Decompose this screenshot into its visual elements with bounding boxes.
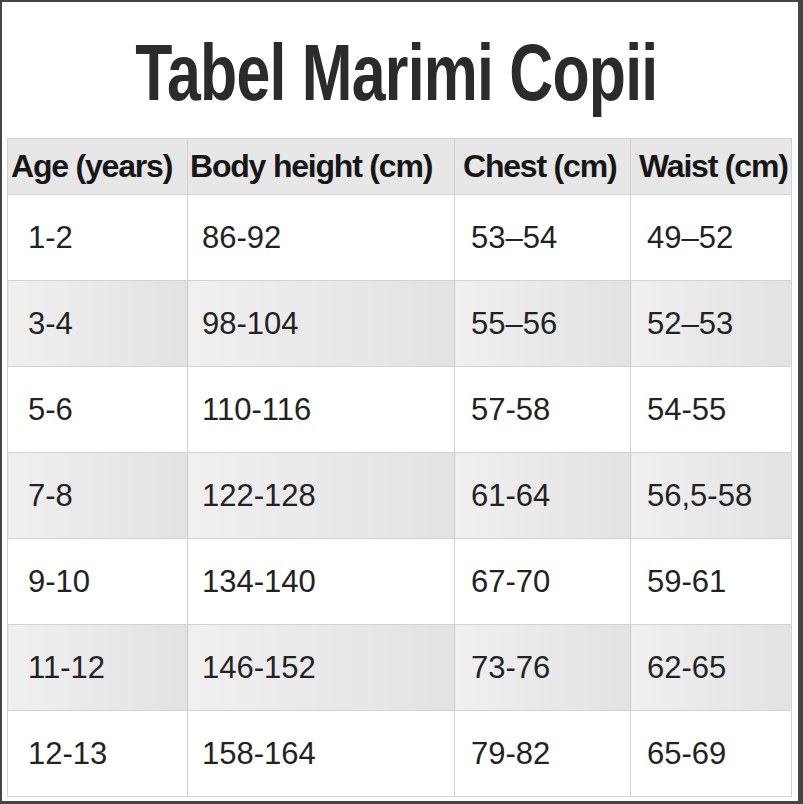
page-title: Tabel Marimi Copii <box>136 27 658 113</box>
cell-chest: 55–56 <box>455 281 631 367</box>
cell-waist: 59-61 <box>631 539 792 625</box>
cell-age: 12-13 <box>8 711 188 797</box>
cell-age: 7-8 <box>8 453 188 539</box>
cell-body-height: 146-152 <box>188 625 455 711</box>
cell-body-height: 98-104 <box>188 281 455 367</box>
size-table-header: Age (years) Body height (cm) Chest (cm) … <box>8 139 792 195</box>
cell-waist: 65-69 <box>631 711 792 797</box>
cell-body-height: 86-92 <box>188 195 455 281</box>
cell-waist: 62-65 <box>631 625 792 711</box>
cell-waist: 54-55 <box>631 367 792 453</box>
column-header-waist: Waist (cm) <box>631 139 792 195</box>
cell-chest: 61-64 <box>455 453 631 539</box>
cell-body-height: 110-116 <box>188 367 455 453</box>
table-row: 11-12 146-152 73-76 62-65 <box>8 625 792 711</box>
cell-age: 11-12 <box>8 625 188 711</box>
size-table: Age (years) Body height (cm) Chest (cm) … <box>7 138 792 797</box>
column-header-body-height: Body height (cm) <box>188 139 455 195</box>
cell-chest: 73-76 <box>455 625 631 711</box>
cell-age: 3-4 <box>8 281 188 367</box>
cell-age: 5-6 <box>8 367 188 453</box>
cell-body-height: 122-128 <box>188 453 455 539</box>
cell-waist: 56,5-58 <box>631 453 792 539</box>
cell-body-height: 158-164 <box>188 711 455 797</box>
title-bar: Tabel Marimi Copii <box>2 2 798 138</box>
table-row: 9-10 134-140 67-70 59-61 <box>8 539 792 625</box>
cell-chest: 79-82 <box>455 711 631 797</box>
cell-chest: 57-58 <box>455 367 631 453</box>
cell-chest: 67-70 <box>455 539 631 625</box>
header-row: Age (years) Body height (cm) Chest (cm) … <box>8 139 792 195</box>
column-header-age: Age (years) <box>8 139 188 195</box>
size-chart-page: { "title": "Tabel Marimi Copii", "chart_… <box>0 0 803 804</box>
cell-age: 9-10 <box>8 539 188 625</box>
cell-body-height: 134-140 <box>188 539 455 625</box>
table-row: 1-2 86-92 53–54 49–52 <box>8 195 792 281</box>
cell-waist: 49–52 <box>631 195 792 281</box>
table-row: 3-4 98-104 55–56 52–53 <box>8 281 792 367</box>
table-row: 5-6 110-116 57-58 54-55 <box>8 367 792 453</box>
cell-waist: 52–53 <box>631 281 792 367</box>
table-row: 7-8 122-128 61-64 56,5-58 <box>8 453 792 539</box>
cell-age: 1-2 <box>8 195 188 281</box>
size-table-body: 1-2 86-92 53–54 49–52 3-4 98-104 55–56 5… <box>8 195 792 797</box>
cell-chest: 53–54 <box>455 195 631 281</box>
table-row: 12-13 158-164 79-82 65-69 <box>8 711 792 797</box>
column-header-chest: Chest (cm) <box>455 139 631 195</box>
